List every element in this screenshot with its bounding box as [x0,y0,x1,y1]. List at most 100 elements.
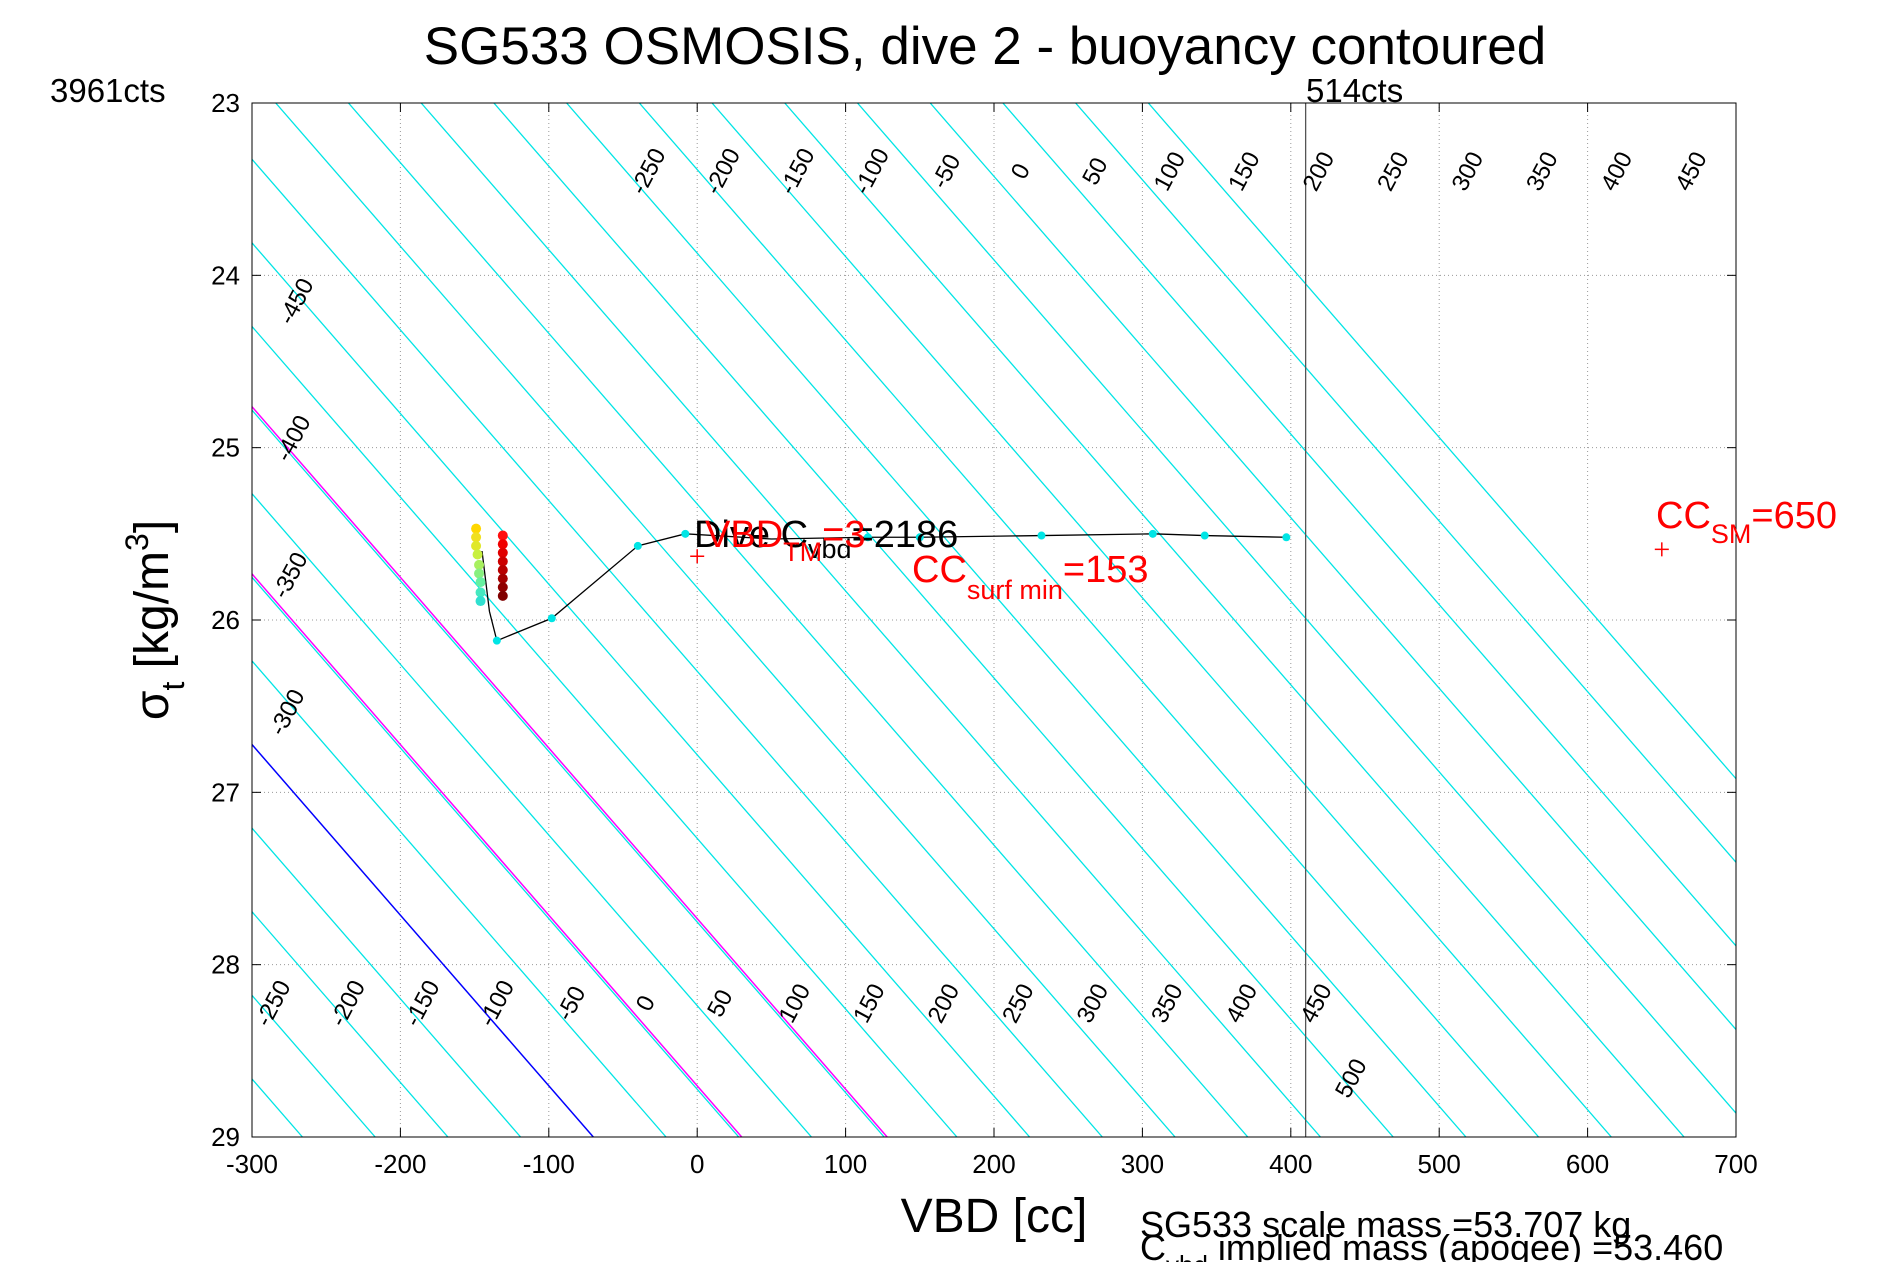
buoyancy-contour [493,103,1394,1137]
buoyancy-contour [252,241,1031,1137]
grid [251,102,1737,1138]
buoyancy-contour [1147,103,1736,780]
buoyancy-contour [638,103,1540,1137]
implied-mass-rest: implied mass (apogee) =53.460 [1208,1227,1723,1262]
y-tick-label: 26 [211,605,240,635]
buoyancy-contour [0,103,12,1137]
contour-label: -100 [849,144,895,199]
contour-label: 250 [997,979,1040,1027]
buoyancy-contour [711,103,1612,1137]
contour-labels: -250 -200 -150 -100 -50 0 50 100 150 200 250 300 350… [250,144,1713,1103]
colored-data-point [497,530,508,541]
x-tick-label: 300 [1121,1149,1164,1179]
cyan-data-point [863,533,872,542]
contour-label: 400 [1221,979,1264,1027]
contour-label: 250 [1372,147,1415,195]
contour-label: -50 [551,982,591,1025]
x-tick-label: 100 [824,1149,867,1179]
x-tick-label: -100 [523,1149,575,1179]
dive-c-vbd-annotation: Dive Cvbd=2186 [694,514,958,564]
buoyancy-contour [1002,103,1736,947]
contour-label: -100 [474,976,520,1031]
buoyancy-contour [347,103,1249,1137]
buoyancy-contour [252,409,885,1137]
x-tick-label: 400 [1269,1149,1312,1179]
y-axis-label-sup: 3 [119,533,155,551]
cyan-data-point [1148,529,1157,538]
y-axis-label: σt [kg/m3] [119,520,191,720]
colored-data-point [474,568,485,579]
colored-data-point [474,559,485,570]
buoyancy-contour [252,325,958,1137]
colored-data-point [497,539,508,550]
contour-label: 50 [702,985,738,1021]
colored-data-point [497,565,508,576]
y-tick-label: 24 [211,260,240,290]
x-tick-label: 600 [1566,1149,1609,1179]
contour-label: -200 [700,144,746,199]
implied-mass-sub: vbd [1166,1250,1208,1262]
buoyancy-contour [252,576,740,1137]
contour-label: 350 [1521,147,1564,195]
contour-label: 500 [1330,1054,1373,1102]
contour-label: 350 [1146,979,1189,1027]
colored-data-point [472,549,483,560]
contour-label: 0 [631,991,661,1015]
x-tick-label: -200 [374,1149,426,1179]
axis-ticks: -300 -200 -100 0 100 200 300 400 500 600 700232425… [211,88,1758,1179]
right-count-label: 514cts [1306,72,1403,109]
zero-buoyancy-contour [252,743,594,1137]
vbd-tm-annotation: VBDTM=3 [705,514,865,567]
contour-label: -200 [325,976,371,1031]
colored-data-point [497,556,508,567]
buoyancy-contour [0,103,230,1137]
contour-label: 450 [1670,147,1713,195]
buoyancy-contour [856,103,1736,1115]
buoyancy-contour [252,827,522,1137]
vbd-tm-rest: =3 [822,514,865,556]
buoyancy-contour [929,103,1736,1031]
colored-data-point [497,590,508,601]
x-tick-label: 200 [972,1149,1015,1179]
y-tick-label: 29 [211,1122,240,1152]
cyan-data-point [681,529,690,538]
vbd-tm-base: VBD [705,514,783,556]
colored-data-point [497,573,508,584]
contour-label: 100 [1149,147,1192,195]
plot-marks [471,523,1669,645]
contour-label: -400 [270,411,316,466]
y-tick-label: 25 [211,433,240,463]
y-tick-label: 28 [211,950,240,980]
buoyancy-contour [0,103,84,1137]
contour-label: -150 [399,976,445,1031]
contour-label: 0 [1006,159,1036,183]
colored-data-point [497,547,508,558]
buoyancy-contour [784,103,1685,1137]
cc-sm-sub: SM [1711,519,1752,549]
cyan-data-point [915,533,924,542]
x-tick-label: 700 [1714,1149,1757,1179]
cyan-data-point [633,541,642,550]
buoyancy-contour [252,910,449,1137]
contour-label: -50 [926,150,966,193]
contour-lines [0,103,1736,1137]
dive-c-rest: =2186 [852,514,959,556]
reference-contour [252,405,888,1137]
contour-label: 50 [1077,153,1113,189]
left-count-label: 3961cts [50,72,166,109]
cyan-data-point [492,636,501,645]
y-tick-label: 27 [211,777,240,807]
x-axis-label: VBD [cc] [901,1190,1088,1243]
buoyancy-contour [1075,103,1736,864]
contour-label: 450 [1295,979,1338,1027]
y-axis-label-rest: [kg/m [126,551,179,682]
implied-mass-base: C [1140,1227,1166,1262]
buoyancy-contour [566,103,1467,1137]
cc-sm-rest: =650 [1751,495,1837,537]
reference-contour [252,572,743,1137]
contour-label: 200 [1298,147,1341,195]
contour-label: -150 [774,144,820,199]
cyan-data-point [1200,531,1209,540]
dive-c-base: Dive C [694,514,808,556]
